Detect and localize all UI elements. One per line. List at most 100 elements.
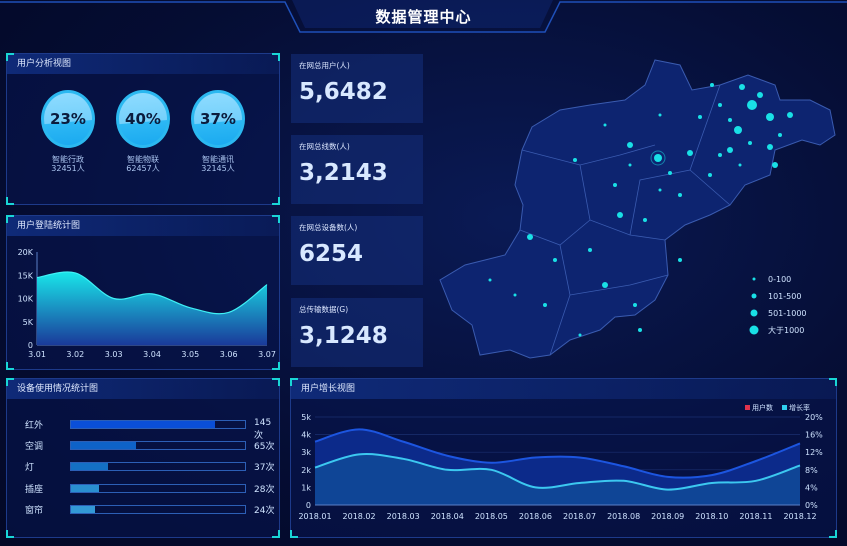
device-name: 红外 bbox=[25, 421, 44, 431]
y-left-tick: 0 bbox=[306, 501, 311, 510]
map-data-point[interactable] bbox=[658, 188, 662, 192]
map-data-point[interactable] bbox=[578, 333, 582, 337]
y-tick-label: 20K bbox=[18, 248, 34, 257]
user-growth-chart: 0 0% 1k 4% 2k 8% 3k 12% 4k 16% 5k 20% 2018.01 2018.02… bbox=[298, 403, 823, 521]
y-right-tick: 12% bbox=[805, 448, 823, 457]
user-analysis-panel: 用户分析视图 23% 智能行政 32451人 40% 智能物联 62457人 37% 智能通讯… bbox=[6, 53, 280, 205]
x-tick-label: 3.04 bbox=[143, 350, 161, 359]
map-data-point[interactable] bbox=[588, 248, 592, 252]
map-data-point[interactable] bbox=[633, 303, 637, 307]
map-data-point[interactable] bbox=[738, 163, 742, 167]
device-bar-row: 灯 37次 bbox=[25, 459, 275, 475]
map-outline bbox=[439, 59, 836, 359]
device-name: 插座 bbox=[25, 484, 44, 495]
y-left-tick: 2k bbox=[301, 466, 311, 475]
map-highlight-ring bbox=[650, 150, 666, 166]
device-name: 窗帘 bbox=[25, 505, 44, 516]
map-data-point[interactable] bbox=[698, 115, 702, 119]
map-data-point[interactable] bbox=[772, 162, 778, 168]
map-data-point[interactable] bbox=[710, 83, 714, 87]
x-tick-label: 3.05 bbox=[181, 350, 199, 359]
legend-dot-icon bbox=[749, 325, 759, 335]
map-data-point[interactable] bbox=[527, 234, 533, 240]
x-tick-label: 3.03 bbox=[105, 350, 123, 359]
x-tick-label: 3.02 bbox=[66, 350, 84, 359]
map-data-point[interactable] bbox=[628, 163, 632, 167]
map-legend-label: 大于1000 bbox=[768, 325, 804, 335]
map-data-point[interactable] bbox=[766, 113, 774, 121]
map-data-point[interactable] bbox=[658, 113, 662, 117]
legend-dot-icon bbox=[751, 293, 757, 299]
stat-card: 总传输数据(G) 3,1248 bbox=[291, 298, 423, 367]
map-data-point[interactable] bbox=[553, 258, 557, 262]
gauge-count: 32145人 bbox=[201, 164, 235, 173]
x-tick-label: 3.01 bbox=[28, 350, 46, 359]
device-count: 28次 bbox=[254, 484, 275, 495]
map-data-point[interactable] bbox=[627, 142, 633, 148]
map-data-point[interactable] bbox=[488, 278, 492, 282]
y-left-tick: 3k bbox=[301, 448, 311, 457]
login-line bbox=[36, 271, 268, 315]
legend-label[interactable]: 增长率 bbox=[789, 403, 810, 412]
legend-dot-icon bbox=[750, 309, 758, 317]
map-data-point[interactable] bbox=[638, 328, 642, 332]
map-data-point[interactable] bbox=[617, 212, 623, 218]
stat-label: 在网总用户(人) bbox=[299, 61, 350, 70]
login-area-chart: 0 5K 10K 15K 20K 3.01 3.02 3.03 3.04 3.05 3.06 3.07 bbox=[18, 248, 276, 359]
device-bar-track bbox=[70, 420, 246, 429]
map-data-point[interactable] bbox=[748, 141, 752, 145]
map-data-point[interactable] bbox=[778, 133, 782, 137]
percent-gauge: 37% bbox=[191, 90, 245, 148]
map-data-point[interactable] bbox=[643, 218, 647, 222]
gauge-label: 智能通讯 bbox=[202, 155, 234, 164]
gauge-item: 40% 智能物联 62457人 bbox=[103, 90, 183, 173]
device-count: 65次 bbox=[254, 442, 275, 453]
y-left-tick: 5k bbox=[301, 413, 311, 422]
stat-card: 在网总线数(人) 3,2143 bbox=[291, 135, 423, 204]
map-data-point[interactable] bbox=[708, 173, 712, 177]
y-right-tick: 0% bbox=[805, 501, 818, 510]
map-data-point[interactable] bbox=[739, 84, 745, 90]
map-data-point[interactable] bbox=[687, 150, 693, 156]
stat-value: 6254 bbox=[299, 241, 364, 267]
y-right-tick: 4% bbox=[805, 483, 818, 492]
stat-label: 总传输数据(G) bbox=[299, 305, 349, 314]
map-data-point[interactable] bbox=[767, 144, 773, 150]
map-data-point[interactable] bbox=[757, 92, 763, 98]
legend-dot-icon bbox=[752, 277, 756, 281]
map-data-point[interactable] bbox=[728, 118, 732, 122]
map-data-point[interactable] bbox=[602, 282, 608, 288]
device-usage-panel: 设备使用情况统计图 红外 145次 空调 65次灯 37次 插座 28次 窗帘 24次 bbox=[6, 378, 280, 538]
gauge-label: 智能行政 bbox=[52, 155, 84, 164]
map-legend-label: 101-500 bbox=[768, 292, 801, 301]
map-data-point[interactable] bbox=[543, 303, 547, 307]
map-data-point[interactable] bbox=[668, 171, 672, 175]
gauge-count: 32451人 bbox=[51, 164, 85, 173]
map-data-point[interactable] bbox=[603, 123, 607, 127]
device-bar-track bbox=[70, 504, 246, 514]
map-data-point[interactable] bbox=[678, 258, 682, 262]
y-right-tick: 16% bbox=[805, 431, 823, 440]
y-tick-label: 15K bbox=[18, 271, 34, 280]
map-data-point[interactable] bbox=[718, 103, 722, 107]
panel-title: 用户分析视图 bbox=[7, 54, 279, 74]
page-title: 数据管理中心 bbox=[375, 8, 472, 26]
map-data-point[interactable] bbox=[734, 126, 742, 134]
x-tick-label: 2018.08 bbox=[607, 512, 640, 521]
map-data-point[interactable] bbox=[654, 154, 662, 162]
region-map: 0-100 101-500 501-1000 大于1000 bbox=[439, 59, 836, 359]
map-data-point[interactable] bbox=[678, 193, 682, 197]
y-tick-label: 10K bbox=[18, 295, 34, 304]
map-data-point[interactable] bbox=[613, 183, 617, 187]
map-data-point[interactable] bbox=[573, 158, 577, 162]
map-data-point[interactable] bbox=[718, 153, 722, 157]
map-data-point[interactable] bbox=[787, 112, 793, 118]
map-data-point[interactable] bbox=[747, 100, 757, 110]
legend-label[interactable]: 用户数 bbox=[752, 403, 773, 412]
x-tick-label: 2018.10 bbox=[695, 512, 728, 521]
map-data-point[interactable] bbox=[513, 293, 517, 297]
x-tick-label: 2018.05 bbox=[475, 512, 508, 521]
y-left-tick: 4k bbox=[301, 431, 311, 440]
device-bar-track bbox=[70, 441, 246, 451]
map-data-point[interactable] bbox=[727, 147, 733, 153]
